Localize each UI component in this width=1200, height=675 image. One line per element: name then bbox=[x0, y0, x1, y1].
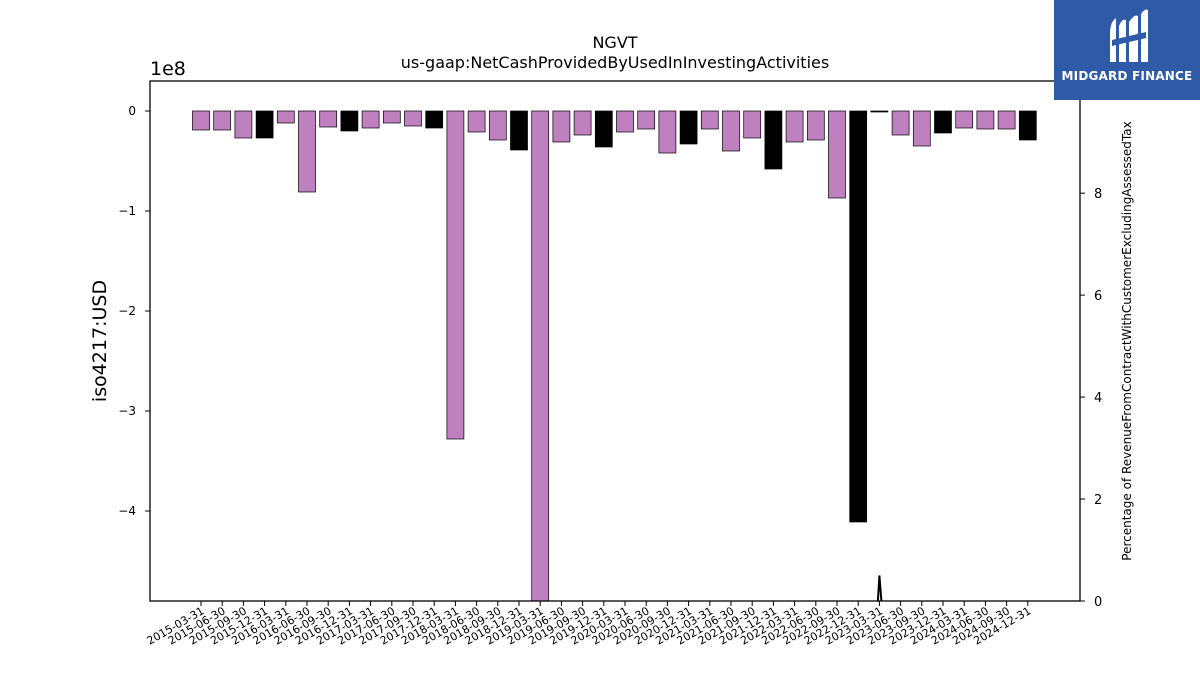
bar-2017-03-31 bbox=[361, 110, 380, 129]
y-axis-ticks: 0 −1 −2 −3 −4 bbox=[118, 104, 150, 518]
bar-2020-03-31 bbox=[616, 110, 634, 133]
bar-2016-06-30 bbox=[298, 110, 316, 193]
bar-2016-03-31 bbox=[276, 110, 295, 124]
bar-2022-12-31 bbox=[849, 110, 868, 523]
bar-2020-12-31 bbox=[679, 110, 698, 145]
y-tick-label: −2 bbox=[118, 304, 136, 318]
bar-2016-09-30 bbox=[319, 110, 338, 128]
bar-2020-06-30 bbox=[637, 110, 656, 130]
y2-tick-label: 8 bbox=[1094, 187, 1102, 202]
y2-tick-label: 0 bbox=[1094, 595, 1102, 610]
bar-2018-03-31 bbox=[446, 110, 465, 440]
bar-2017-06-30 bbox=[382, 110, 401, 124]
midgard-logo-icon bbox=[1110, 9, 1148, 63]
bar-2017-12-31 bbox=[425, 110, 444, 129]
brand-logo: MIDGARD FINANCE bbox=[1054, 0, 1200, 100]
y-tick-label: −1 bbox=[118, 204, 136, 218]
secondary-series-line bbox=[876, 575, 883, 602]
bar-2022-06-30 bbox=[806, 110, 825, 141]
bar-2022-03-31 bbox=[785, 110, 804, 143]
bar-2024-06-30 bbox=[976, 110, 995, 130]
bar-2024-12-31 bbox=[1018, 110, 1037, 141]
y-tick-label: −4 bbox=[118, 504, 136, 518]
y2-tick-label: 6 bbox=[1094, 289, 1102, 304]
bar-2018-12-31 bbox=[510, 110, 528, 151]
bar-2023-12-31 bbox=[934, 110, 952, 134]
y-axis-offset-label: 1e8 bbox=[150, 58, 186, 80]
plot-frame bbox=[149, 80, 1081, 602]
bar-2015-03-31 bbox=[192, 110, 210, 131]
bar-2023-03-31 bbox=[870, 110, 889, 113]
y2-tick-label: 2 bbox=[1094, 493, 1102, 508]
bar-2016-12-31 bbox=[340, 110, 359, 132]
bar-2024-03-31 bbox=[955, 110, 974, 129]
bar-2023-06-30 bbox=[891, 110, 910, 136]
y2-tick-label: 4 bbox=[1094, 391, 1102, 406]
chart-title: NGVT bbox=[592, 33, 637, 52]
brand-name: MIDGARD FINANCE bbox=[1061, 69, 1193, 83]
bar-2017-09-30 bbox=[404, 110, 422, 127]
bar-2021-06-30 bbox=[722, 110, 740, 152]
y-tick-label: 0 bbox=[128, 104, 136, 118]
bar-2020-09-30 bbox=[658, 110, 677, 154]
bar-2021-09-30 bbox=[743, 110, 762, 139]
bar-2019-03-31 bbox=[531, 110, 550, 602]
bar-2015-09-30 bbox=[234, 110, 253, 139]
bar-2018-06-30 bbox=[467, 110, 486, 133]
secondary-series-group bbox=[876, 575, 883, 602]
bar-2022-09-30 bbox=[828, 110, 846, 199]
bar-2019-12-31 bbox=[594, 110, 613, 148]
secondary-y-axis-label: Percentage of RevenueFromContractWithCus… bbox=[1120, 121, 1134, 560]
y-axis-label: iso4217:USD bbox=[89, 280, 111, 402]
bar-2024-09-30 bbox=[997, 110, 1016, 130]
x-axis-ticks: 2015-03-312015-06-302015-09-302015-12-31… bbox=[145, 601, 1033, 648]
bar-2015-12-31 bbox=[255, 110, 274, 139]
secondary-y-axis-ticks: 0246810 bbox=[1080, 85, 1111, 610]
chart-subtitle: us-gaap:NetCashProvidedByUsedInInvesting… bbox=[401, 53, 829, 72]
bar-2021-03-31 bbox=[700, 110, 719, 130]
bar-2019-06-30 bbox=[552, 110, 571, 143]
bar-2015-06-30 bbox=[213, 110, 232, 131]
bar-2018-09-30 bbox=[488, 110, 507, 141]
y-tick-label: −3 bbox=[118, 404, 136, 418]
bar-2023-09-30 bbox=[912, 110, 931, 147]
bar-2019-09-30 bbox=[573, 110, 592, 136]
bars-group bbox=[192, 110, 1037, 602]
bar-2021-12-31 bbox=[764, 110, 783, 170]
